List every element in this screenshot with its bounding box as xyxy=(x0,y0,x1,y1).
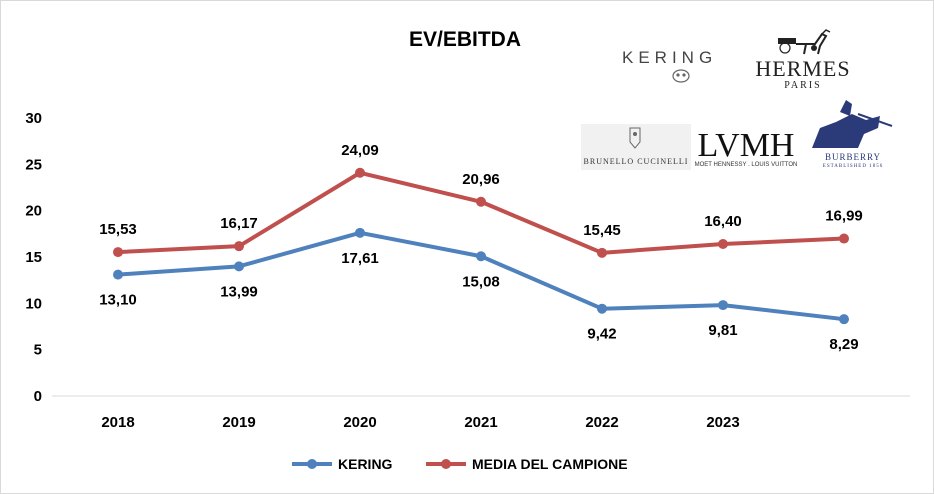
data-label: 9,42 xyxy=(587,326,616,343)
y-tick-label: 0 xyxy=(34,388,42,405)
data-labels: 13,10 13,99 17,61 15,08 9,42 9,81 8,29 15,53 16,… xyxy=(99,142,863,353)
legend-label: KERING xyxy=(338,456,393,472)
axes: 0 5 10 15 20 25 30 2018 2019 2020 2021 2022 2023 xyxy=(25,110,910,431)
data-label: 13,10 xyxy=(99,292,137,309)
data-label: 15,08 xyxy=(462,273,500,290)
y-tick-label: 25 xyxy=(25,156,42,173)
data-point xyxy=(718,300,728,311)
logo-hermes-paris: PARIS xyxy=(784,80,821,91)
x-tick-label: 2020 xyxy=(343,414,376,431)
data-label: 15,53 xyxy=(99,221,137,238)
logo-brunello-cucinelli: BRUNELLO CUCINELLI xyxy=(584,157,689,166)
x-tick-label: 2019 xyxy=(222,414,255,431)
data-label: 13,99 xyxy=(220,283,258,300)
data-label: 9,81 xyxy=(708,322,737,339)
x-tick-label: 2022 xyxy=(585,414,618,431)
y-tick-label: 10 xyxy=(25,295,42,312)
chart-title: EV/EBITDA xyxy=(409,28,521,51)
logo-hermes: HERMES xyxy=(755,56,850,81)
legend-point-marker xyxy=(441,459,451,469)
data-point xyxy=(234,241,244,252)
data-label: 16,17 xyxy=(220,215,258,232)
y-tick-label: 20 xyxy=(25,203,42,220)
data-label: 24,09 xyxy=(341,142,379,159)
brand-logos: KERING HERMES PARIS BRUNELLO CUCINELLI L… xyxy=(581,29,893,170)
data-label: 17,61 xyxy=(341,250,379,267)
y-tick-label: 30 xyxy=(25,110,42,127)
data-point xyxy=(113,269,123,280)
brunello-crest-icon xyxy=(629,127,641,149)
data-point xyxy=(718,239,728,250)
logo-kering: KERING xyxy=(622,48,717,67)
data-point xyxy=(234,261,244,272)
data-point xyxy=(355,167,365,178)
data-label: 16,99 xyxy=(825,208,863,225)
x-tick-label: 2023 xyxy=(706,414,739,431)
x-tick-label: 2021 xyxy=(464,414,497,431)
data-point xyxy=(113,247,123,258)
data-point xyxy=(476,251,486,262)
data-point xyxy=(597,303,607,314)
logo-lvmh-subtitle: MOET HENNESSY . LOUIS VUITTON xyxy=(695,162,798,168)
y-tick-label: 15 xyxy=(25,249,42,266)
logo-burberry: BURBERRY xyxy=(825,152,881,162)
data-label: 16,40 xyxy=(704,213,742,230)
legend-label: MEDIA DEL CAMPIONE xyxy=(472,456,628,472)
data-point xyxy=(839,314,849,325)
series-group xyxy=(113,167,849,325)
data-label: 20,96 xyxy=(462,171,500,188)
data-point xyxy=(839,233,849,244)
data-label: 8,29 xyxy=(829,336,858,353)
hermes-carriage-icon xyxy=(778,29,831,55)
data-point xyxy=(476,196,486,207)
y-tick-label: 5 xyxy=(34,342,42,359)
legend: KERING MEDIA DEL CAMPIONE xyxy=(292,456,628,472)
burberry-knight-icon xyxy=(812,100,893,148)
x-tick-label: 2018 xyxy=(101,414,134,431)
data-label: 15,45 xyxy=(583,222,621,239)
legend-point-marker xyxy=(307,459,317,469)
logo-burberry-subtitle: ESTABLISHED 1856 xyxy=(823,164,883,169)
data-point xyxy=(597,247,607,258)
data-point xyxy=(355,227,365,238)
logo-lvmh: LVMH xyxy=(698,127,795,164)
kering-owl-icon xyxy=(672,69,690,83)
